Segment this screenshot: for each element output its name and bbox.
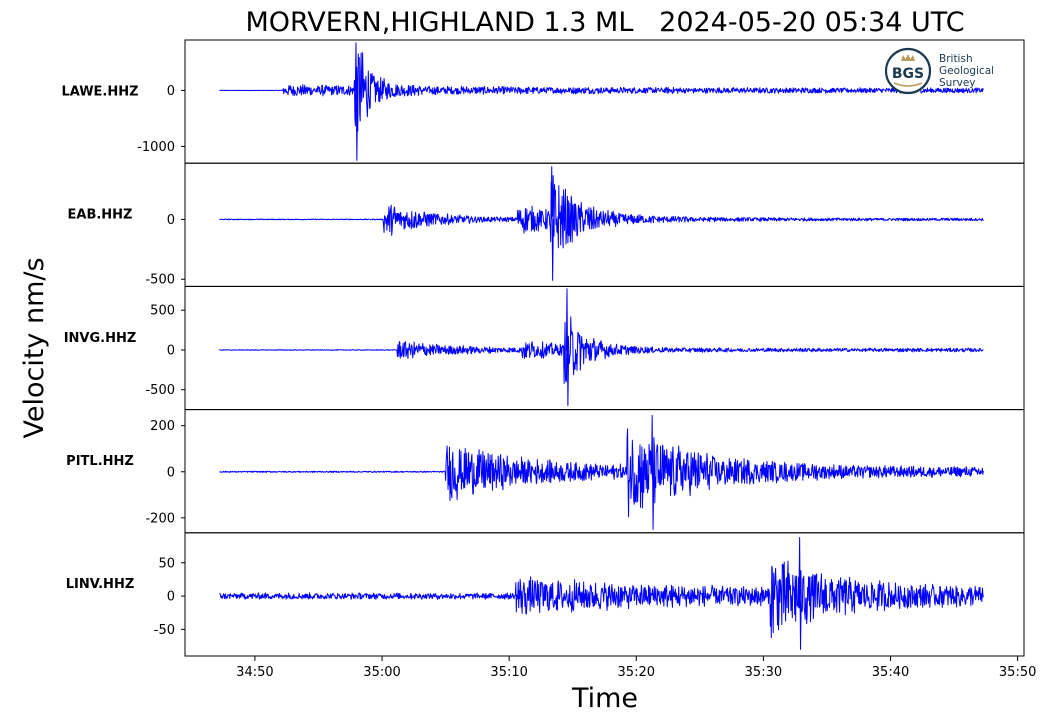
x-axis: 34:50 35:00 35:10 35:20 35:30 35:40 35:50 <box>236 656 1036 680</box>
x-tick-label: 35:00 <box>363 665 400 680</box>
chart-title: MORVERN,HIGHLAND 1.3 ML 2024-05-20 05:34… <box>245 7 964 38</box>
crown-icon <box>901 54 915 61</box>
logo-abbr: BGS <box>892 66 924 82</box>
waveform-trace <box>219 288 984 407</box>
bgs-logo: BGS British Geological Survey <box>884 47 994 95</box>
y-tick-label: 50 <box>158 556 175 571</box>
x-tick-label: 35:20 <box>618 665 655 680</box>
y-tick-label: -50 <box>154 623 175 638</box>
logo-ring <box>884 47 932 95</box>
waveform-trace <box>219 42 984 161</box>
y-tick-label: 0 <box>167 213 175 228</box>
x-tick-label: 35:50 <box>999 665 1036 680</box>
y-tick-label: 500 <box>150 304 175 319</box>
x-tick-label: 35:30 <box>745 665 782 680</box>
logo-wave <box>893 82 923 87</box>
y-tick-label: -500 <box>145 273 175 288</box>
waveform-trace <box>219 536 984 650</box>
station-label: EAB.HHZ <box>68 208 133 223</box>
waveform-trace <box>219 414 984 530</box>
y-tick-label: 0 <box>167 343 175 358</box>
station-label: PITL.HHZ <box>66 454 134 469</box>
logo-line-1: British <box>939 53 973 65</box>
x-axis-label: Time <box>571 683 638 714</box>
panels-group: 0-1000LAWE.HHZ0-500EAB.HHZ5000-500INVG.H… <box>61 39 1025 657</box>
station-label: INVG.HHZ <box>64 331 137 346</box>
x-tick-label: 35:10 <box>490 665 527 680</box>
y-tick-label: -1000 <box>137 140 175 155</box>
logo-line-2: Geological <box>939 65 994 77</box>
y-tick-label: 0 <box>167 84 175 99</box>
y-tick-label: -500 <box>145 383 175 398</box>
panel-frame <box>184 532 1025 657</box>
y-tick-label: -200 <box>145 511 175 526</box>
y-tick-label: 0 <box>167 465 175 480</box>
y-axis-label: Velocity nm/s <box>19 257 50 438</box>
y-tick-label: 200 <box>150 419 175 434</box>
logo-line-3: Survey <box>939 77 976 89</box>
x-tick-label: 34:50 <box>236 665 273 680</box>
panel-linv-hhz: 50 0 -50 LINV.HHZ <box>66 532 1025 657</box>
station-label: LAWE.HHZ <box>61 84 138 99</box>
waveform-trace <box>219 166 984 281</box>
y-tick-label: 0 <box>167 590 175 605</box>
station-label: LINV.HHZ <box>66 577 135 592</box>
x-tick-label: 35:40 <box>872 665 909 680</box>
